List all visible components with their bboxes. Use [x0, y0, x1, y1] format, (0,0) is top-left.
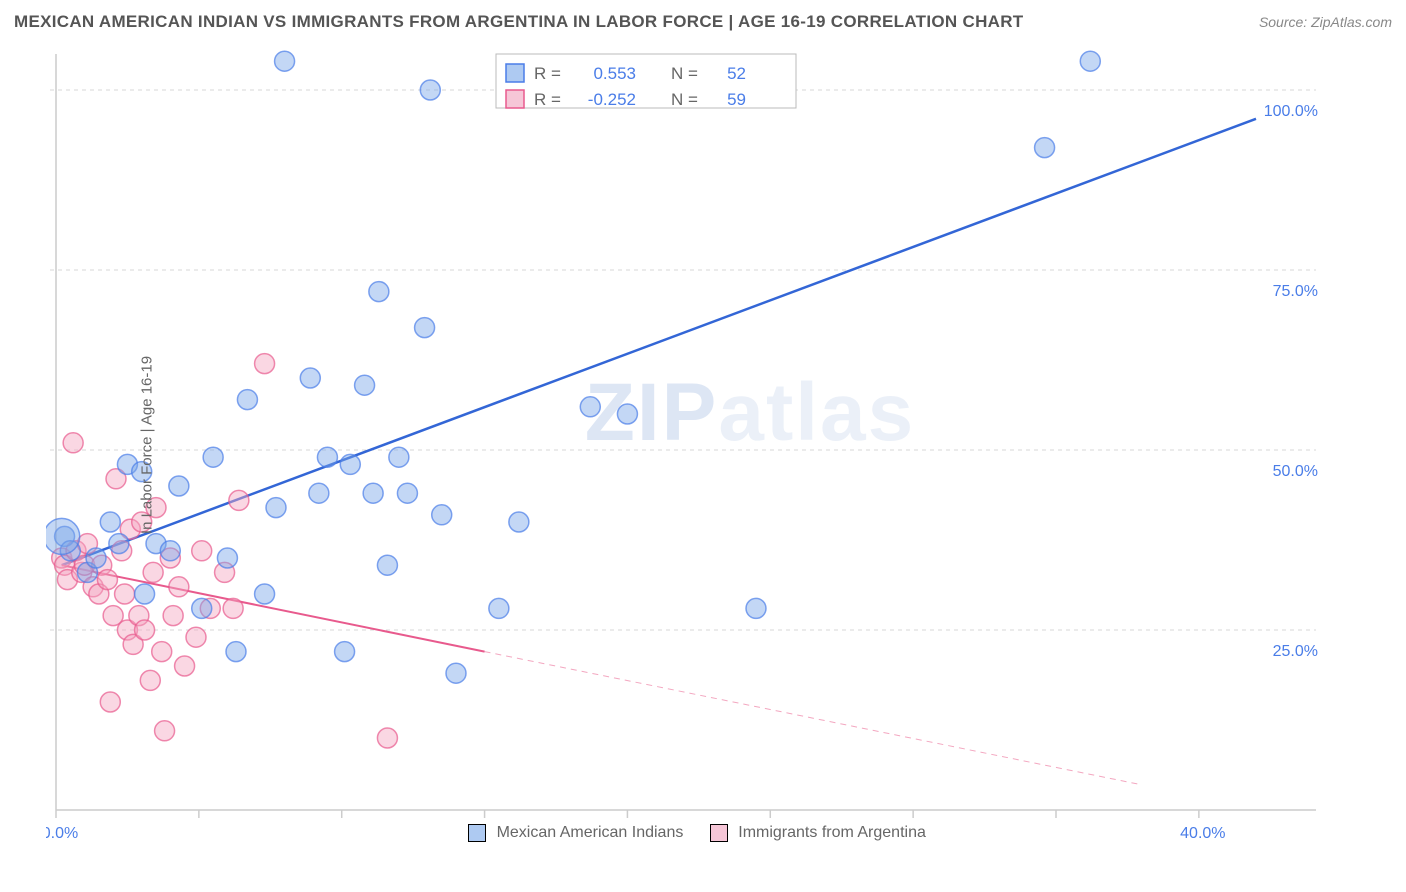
bottom-legend: Mexican American Indians Immigrants from… [46, 824, 1326, 842]
svg-text:R =: R = [534, 64, 561, 83]
svg-text:52: 52 [727, 64, 746, 83]
plot-area: In Labor Force | Age 16-19 25.0%50.0%75.… [46, 50, 1326, 840]
legend-swatch-blue [468, 824, 486, 842]
svg-text:75.0%: 75.0% [1273, 283, 1318, 300]
source-label: Source: ZipAtlas.com [1259, 14, 1392, 30]
legend-label-pink: Immigrants from Argentina [738, 824, 926, 841]
svg-text:N =: N = [671, 64, 698, 83]
svg-text:100.0%: 100.0% [1264, 103, 1318, 120]
svg-text:50.0%: 50.0% [1273, 463, 1318, 480]
svg-text:R =: R = [534, 90, 561, 109]
legend-swatch-pink [710, 824, 728, 842]
svg-text:25.0%: 25.0% [1273, 643, 1318, 660]
y-axis-label: In Labor Force | Age 16-19 [139, 356, 156, 534]
svg-text:N =: N = [671, 90, 698, 109]
scatter-chart: 25.0%50.0%75.0%100.0%0.0%40.0%R =0.553N … [46, 50, 1326, 840]
svg-text:0.553: 0.553 [593, 64, 636, 83]
svg-text:59: 59 [727, 90, 746, 109]
svg-text:-0.252: -0.252 [588, 90, 636, 109]
chart-title: MEXICAN AMERICAN INDIAN VS IMMIGRANTS FR… [14, 12, 1023, 32]
legend-label-blue: Mexican American Indians [497, 824, 684, 841]
